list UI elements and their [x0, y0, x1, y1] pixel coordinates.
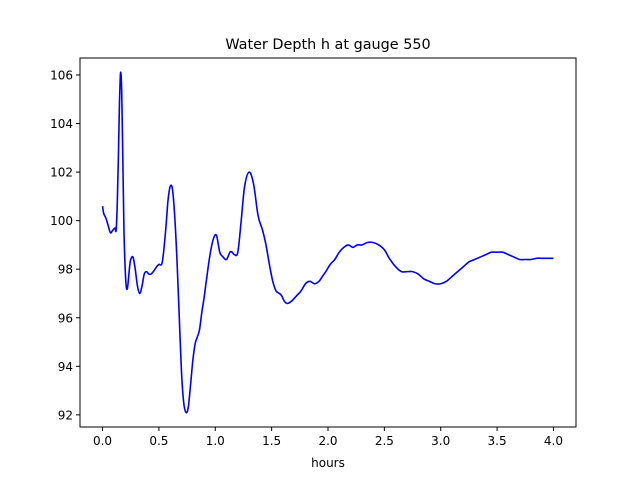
x-tick-label: 4.0: [544, 434, 563, 448]
y-tick-label: 106: [50, 68, 73, 82]
series-line: [101, 71, 554, 414]
y-axis: 92 94 96 98 100 102 104 106: [50, 68, 80, 422]
y-tick-label: 92: [58, 408, 73, 422]
x-tick-label: 0.0: [93, 434, 112, 448]
x-axis-title: hours: [311, 456, 345, 470]
x-tick-label: 0.5: [149, 434, 168, 448]
y-tick-label: 100: [50, 214, 73, 228]
x-tick-label: 2.5: [375, 434, 394, 448]
axes-frame: [79, 57, 577, 428]
y-tick-label: 102: [50, 166, 73, 180]
x-tick-label: 1.0: [206, 434, 225, 448]
y-tick-label: 96: [58, 311, 73, 325]
x-axis: 0.0 0.5 1.0 1.5 2.0 2.5 3.0 3.5 4.0: [93, 427, 563, 448]
x-tick-label: 3.5: [488, 434, 507, 448]
y-tick-label: 94: [58, 360, 73, 374]
chart-title: Water Depth h at gauge 550: [225, 37, 430, 53]
x-tick-label: 2.0: [318, 434, 337, 448]
x-tick-label: 1.5: [262, 434, 281, 448]
y-tick-label: 104: [50, 117, 73, 131]
y-tick-label: 98: [58, 263, 73, 277]
plot-area: [101, 71, 554, 414]
x-tick-label: 3.0: [431, 434, 450, 448]
